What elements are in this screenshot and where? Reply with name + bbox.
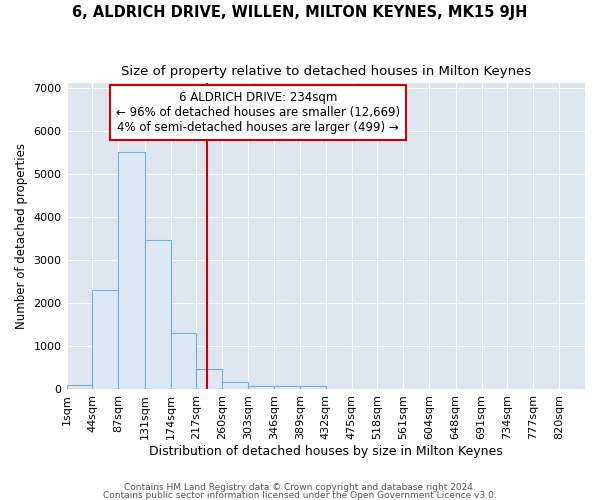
Bar (248, 386, 274, 389)
Bar (170, 333, 196, 389)
Bar (274, 386, 300, 389)
Text: Contains HM Land Registry data © Crown copyright and database right 2024.: Contains HM Land Registry data © Crown c… (124, 484, 476, 492)
X-axis label: Distribution of detached houses by size in Milton Keynes: Distribution of detached houses by size … (149, 444, 503, 458)
Y-axis label: Number of detached properties: Number of detached properties (15, 143, 28, 329)
Bar (118, 152, 145, 389)
Title: Size of property relative to detached houses in Milton Keynes: Size of property relative to detached ho… (121, 65, 531, 78)
Bar (67, 384, 92, 389)
Bar (223, 382, 248, 389)
Bar (92, 290, 118, 389)
Text: Contains public sector information licensed under the Open Government Licence v3: Contains public sector information licen… (103, 490, 497, 500)
Text: 6 ALDRICH DRIVE: 234sqm
← 96% of detached houses are smaller (12,669)
4% of semi: 6 ALDRICH DRIVE: 234sqm ← 96% of detache… (116, 91, 400, 134)
Text: 6, ALDRICH DRIVE, WILLEN, MILTON KEYNES, MK15 9JH: 6, ALDRICH DRIVE, WILLEN, MILTON KEYNES,… (73, 5, 527, 20)
Bar (196, 369, 223, 389)
Bar (145, 240, 170, 389)
Bar (300, 386, 326, 389)
